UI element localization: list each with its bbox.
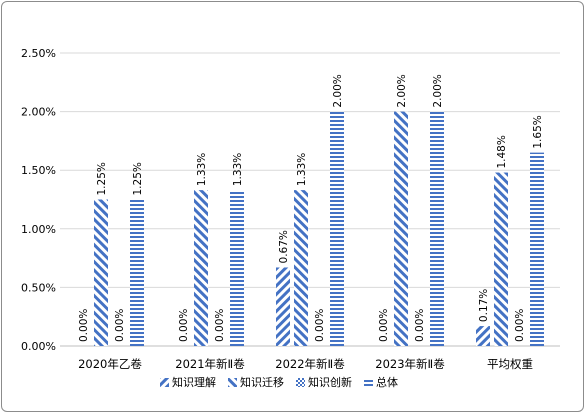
y-tick-label: 0.00%: [21, 340, 56, 353]
data-label: 1.25%: [132, 162, 144, 195]
data-label: 0.00%: [114, 309, 126, 342]
data-label: 1.33%: [296, 153, 308, 186]
data-label: 0.00%: [414, 309, 426, 342]
bars: [94, 111, 544, 346]
data-label: 0.00%: [78, 309, 90, 342]
data-label: 1.33%: [196, 153, 208, 186]
bar: [476, 326, 490, 346]
data-label: 0.17%: [478, 289, 490, 322]
data-label: 2.00%: [396, 74, 408, 107]
legend-swatch: [228, 378, 237, 387]
data-label: 1.33%: [232, 153, 244, 186]
bar: [276, 267, 290, 346]
y-tick-label: 1.00%: [21, 223, 56, 236]
data-label: 1.65%: [532, 115, 544, 148]
legend: 知识理解 知识迁移 知识创新 总体: [160, 375, 398, 389]
legend-swatch: [296, 378, 305, 387]
data-label: 2.00%: [432, 74, 444, 107]
legend-label: 知识创新: [308, 375, 352, 389]
y-tick-label: 2.00%: [21, 106, 56, 119]
bar: [130, 199, 144, 346]
x-category-label: 2020年乙卷: [78, 357, 142, 371]
x-category-label: 2022年新Ⅱ卷: [275, 357, 345, 371]
data-label: 0.00%: [514, 309, 526, 342]
bar: [294, 190, 308, 346]
data-labels: 0.00% 1.25% 0.00% 1.25% 0.00% 1.33% 0.00% 1.33%…: [78, 74, 544, 342]
data-label: 1.48%: [496, 135, 508, 168]
bar: [230, 190, 244, 346]
x-category-label: 平均权重: [487, 357, 533, 371]
y-tick-label: 1.50%: [21, 164, 56, 177]
bar: [94, 199, 108, 346]
legend-swatch: [160, 378, 169, 387]
x-category-label: 2021年新Ⅱ卷: [175, 357, 245, 371]
data-label: 1.25%: [96, 162, 108, 195]
bar: [394, 111, 408, 346]
legend-label: 知识理解: [172, 375, 216, 389]
legend-label: 总体: [376, 375, 398, 389]
y-axis-ticks: 0.00% 0.50% 1.00% 1.50% 2.00% 2.50%: [21, 47, 56, 353]
y-tick-label: 0.50%: [21, 281, 56, 294]
data-label: 0.00%: [178, 309, 190, 342]
bar: [430, 111, 444, 346]
bar: [194, 190, 208, 346]
data-label: 0.67%: [278, 230, 290, 263]
y-tick-label: 2.50%: [21, 47, 56, 60]
legend-label: 知识迁移: [240, 375, 284, 389]
data-label: 0.00%: [314, 309, 326, 342]
data-label: 0.00%: [214, 309, 226, 342]
x-axis-categories: 2020年乙卷 2021年新Ⅱ卷 2022年新Ⅱ卷 2023年新Ⅱ卷 平均权重: [78, 357, 533, 371]
x-category-label: 2023年新Ⅱ卷: [375, 357, 445, 371]
data-label: 0.00%: [378, 309, 390, 342]
bar: [494, 172, 508, 346]
legend-swatch: [364, 378, 373, 387]
bar: [530, 152, 544, 346]
data-label: 2.00%: [332, 74, 344, 107]
bar: [330, 111, 344, 346]
